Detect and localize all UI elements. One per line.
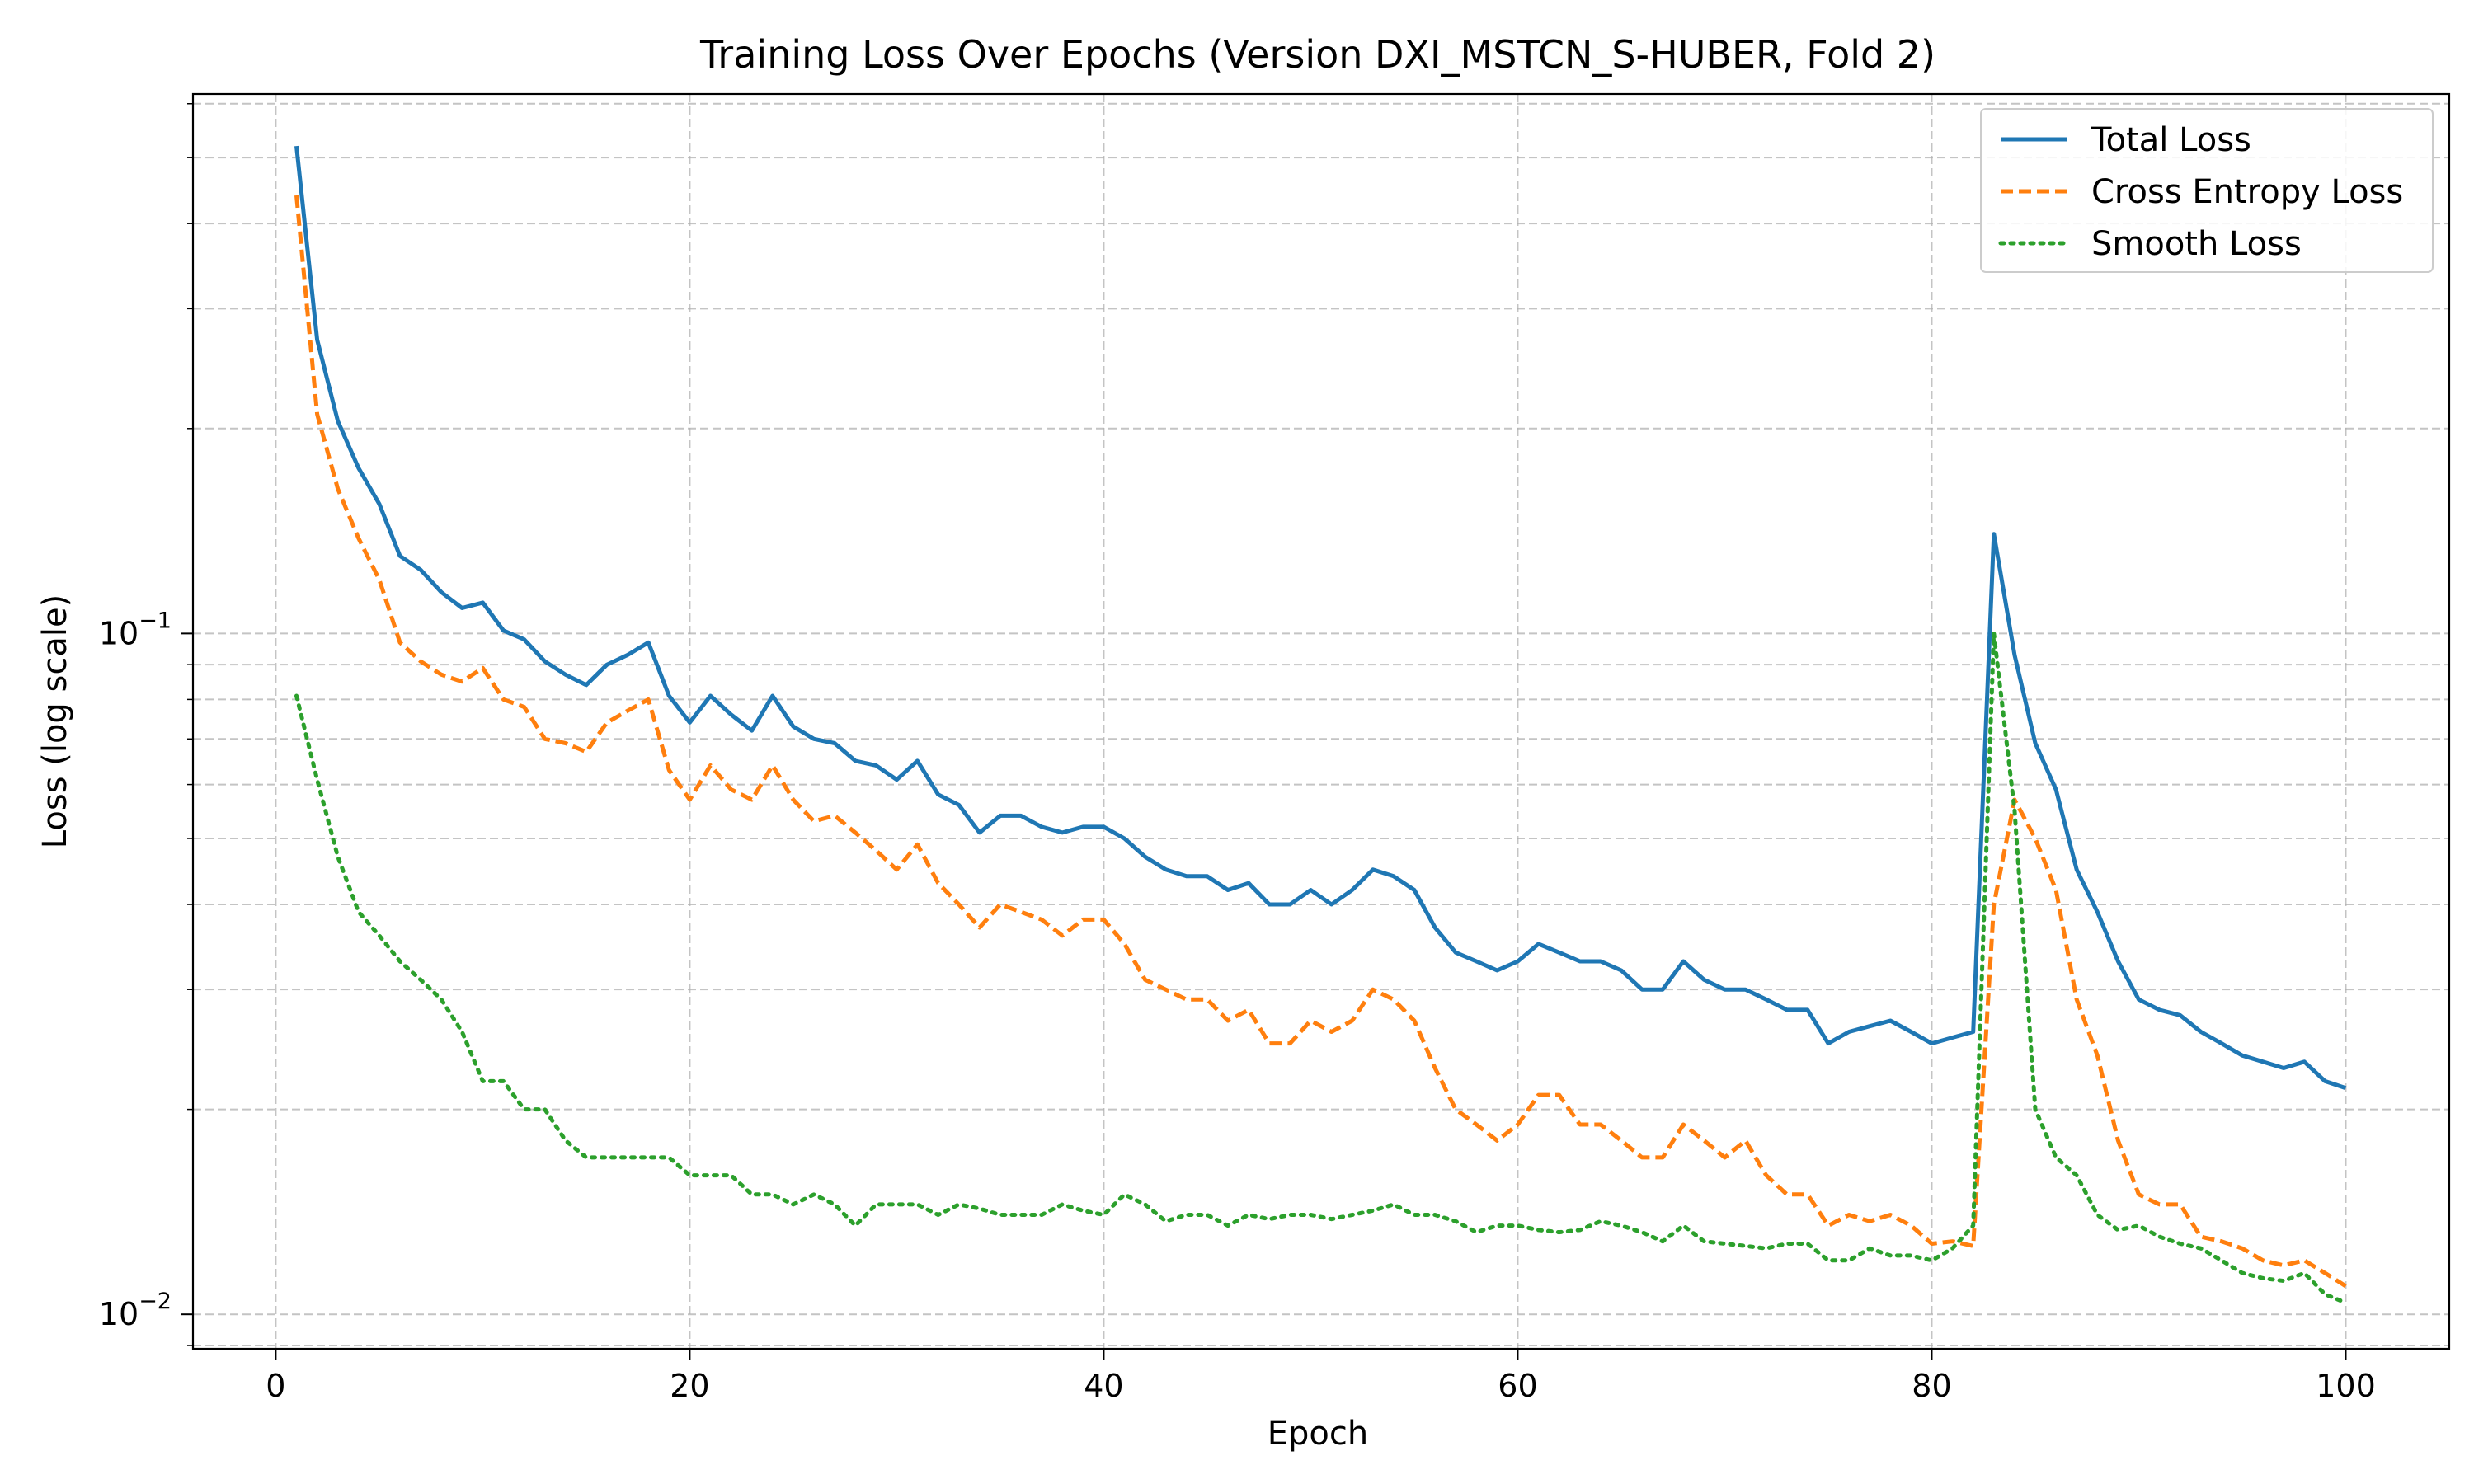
y-tick-label: 10−1: [99, 608, 172, 651]
y-tick-label: 10−2: [99, 1289, 172, 1332]
y-axis: 10−210−1: [99, 103, 193, 1346]
plot-frame: [191, 92, 2451, 1350]
x-tick-label: 40: [1084, 1368, 1123, 1404]
series-line-cross-entropy-loss: [294, 195, 2347, 1289]
series-line-total-loss: [294, 145, 2347, 1091]
series-layer: [294, 145, 2348, 1305]
x-tick-label: 0: [266, 1368, 285, 1404]
y-tick-base: 10: [99, 1296, 139, 1332]
y-tick-exponent: −2: [139, 1289, 172, 1314]
legend: Total Loss Cross Entropy Loss Smooth Loss: [1980, 108, 2434, 273]
x-tick-label: 60: [1498, 1368, 1537, 1404]
legend-box: [1980, 108, 2434, 273]
x-tick-label: 100: [2316, 1368, 2376, 1404]
x-axis-label: Epoch: [1268, 1415, 1368, 1453]
x-tick-label: 20: [670, 1368, 709, 1404]
y-tick-exponent: −1: [139, 608, 172, 633]
x-tick-label: 80: [1912, 1368, 1951, 1404]
series-line-smooth-loss: [294, 631, 2348, 1305]
chart-title: Training Loss Over Epochs (Version DXI_M…: [699, 32, 1935, 77]
legend-label-total-loss: Total Loss: [2091, 121, 2251, 159]
y-tick-base: 10: [99, 615, 139, 651]
legend-label-cross-entropy-loss: Cross Entropy Loss: [2091, 173, 2403, 211]
grid: [193, 94, 2449, 1349]
x-axis: 0 20 40 60 80 100: [266, 1349, 2376, 1404]
legend-label-smooth-loss: Smooth Loss: [2091, 225, 2302, 263]
y-axis-label: Loss (log scale): [36, 594, 74, 848]
